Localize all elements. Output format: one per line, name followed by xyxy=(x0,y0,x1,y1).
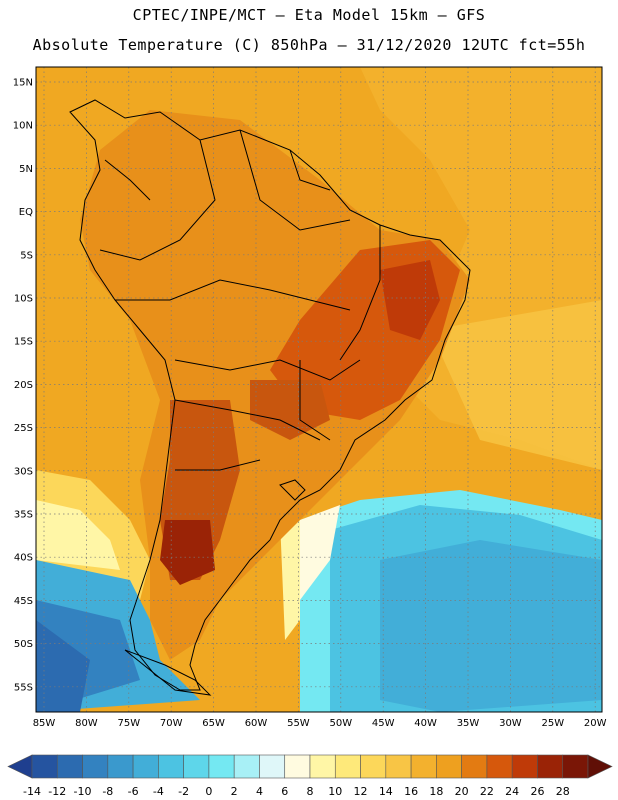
lat-label: 30S xyxy=(14,466,33,477)
lat-label: EQ xyxy=(19,207,33,218)
colorbar-label: -2 xyxy=(178,785,189,798)
colorbar-label: -14 xyxy=(23,785,41,798)
colorbar-segment xyxy=(158,754,184,779)
colorbar-label: 24 xyxy=(505,785,519,798)
colorbar-segment xyxy=(107,754,134,779)
map-frame xyxy=(35,66,603,713)
colorbar-min-arrow xyxy=(7,754,33,779)
colorbar-segment xyxy=(56,754,83,779)
lon-label: 60W xyxy=(245,718,268,729)
colorbar-segment xyxy=(486,754,513,779)
colorbar-segment xyxy=(410,754,437,779)
colorbar-label: -12 xyxy=(48,785,66,798)
colorbar-label: -6 xyxy=(128,785,139,798)
colorbar xyxy=(7,754,613,779)
colorbar-label: 12 xyxy=(354,785,368,798)
lat-label: 40S xyxy=(14,553,33,564)
colorbar-label: 0 xyxy=(205,785,212,798)
lon-label: 85W xyxy=(33,718,56,729)
colorbar-segment xyxy=(82,754,109,779)
colorbar-label: 28 xyxy=(556,785,570,798)
colorbar-segment xyxy=(233,754,260,779)
lat-label: 55S xyxy=(14,682,33,693)
lat-label: 35S xyxy=(14,510,33,521)
lat-label: 45S xyxy=(14,596,33,607)
colorbar-label: 4 xyxy=(256,785,263,798)
colorbar-label: 6 xyxy=(281,785,288,798)
lon-label: 70W xyxy=(160,718,183,729)
colorbar-segment xyxy=(436,754,462,779)
lat-label: 15S xyxy=(14,337,33,348)
colorbar-label: 18 xyxy=(429,785,443,798)
lat-label: 15N xyxy=(13,78,33,89)
colorbar-segment xyxy=(31,754,58,779)
lon-label: 35W xyxy=(457,718,480,729)
lon-label: 80W xyxy=(75,718,98,729)
lon-label: 55W xyxy=(287,718,310,729)
lon-label: 40W xyxy=(414,718,437,729)
lon-label: 25W xyxy=(541,718,564,729)
colorbar-segment xyxy=(461,754,488,779)
coastline-outline xyxy=(69,99,471,696)
colorbar-label: -4 xyxy=(153,785,164,798)
longitude-labels: 85W 80W 75W 70W 65W 60W 55W 50W 45W 40W 35W 30W 25W 2… xyxy=(33,718,607,729)
colorbar-label: 8 xyxy=(307,785,314,798)
colorbar-segment xyxy=(360,754,387,779)
map-subtitle: Absolute Temperature (C) 850hPa – 31/12/… xyxy=(32,36,586,54)
colorbar-segment xyxy=(284,754,311,779)
lat-label: 25S xyxy=(14,423,33,434)
lon-label: 30W xyxy=(499,718,522,729)
colorbar-label: -8 xyxy=(102,785,113,798)
lon-label: 65W xyxy=(202,718,225,729)
lat-label: 10N xyxy=(13,121,33,132)
lat-label: 10S xyxy=(14,294,33,305)
colorbar-labels: -14 -12 -10 -8 -6 -4 -2 0 2 4 6 8 10 12 14 16 18 20 22 24 26… xyxy=(23,785,570,798)
colorbar-segment xyxy=(309,754,336,779)
colorbar-label: 10 xyxy=(328,785,342,798)
colorbar-segment xyxy=(385,754,412,779)
colorbar-label: 16 xyxy=(404,785,418,798)
lat-label: 50S xyxy=(14,639,33,650)
colorbar-max-arrow xyxy=(587,754,613,779)
colorbar-label: 14 xyxy=(379,785,393,798)
latitude-labels: 15N 10N 5N EQ 5S 10S 15S 20S 25S 30S 35S 40S 45S 50S 5… xyxy=(13,78,33,694)
lon-label: 50W xyxy=(329,718,352,729)
colorbar-segment xyxy=(562,754,589,779)
colorbar-segment xyxy=(334,754,361,779)
colorbar-segment xyxy=(537,754,564,779)
colorbar-label: -10 xyxy=(74,785,92,798)
lon-label: 75W xyxy=(117,718,140,729)
colorbar-segment xyxy=(511,754,538,779)
lat-label: 5S xyxy=(20,250,33,261)
colorbar-label: 20 xyxy=(455,785,469,798)
colorbar-segment xyxy=(183,754,210,779)
temperature-field xyxy=(36,67,602,712)
colorbar-label: 2 xyxy=(231,785,238,798)
colorbar-label: 22 xyxy=(480,785,494,798)
lat-label: 20S xyxy=(14,380,33,391)
lat-label: 5N xyxy=(19,164,33,175)
colorbar-segment xyxy=(132,754,159,779)
colorbar-segment xyxy=(208,754,235,779)
colorbar-label: 26 xyxy=(530,785,544,798)
lon-label: 45W xyxy=(372,718,395,729)
map-title: CPTEC/INPE/MCT – Eta Model 15km – GFS xyxy=(132,6,486,24)
colorbar-segment xyxy=(259,754,286,779)
lon-label: 20W xyxy=(584,718,607,729)
